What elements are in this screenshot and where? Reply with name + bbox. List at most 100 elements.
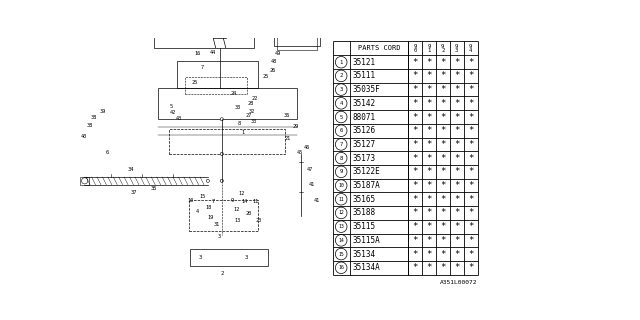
Text: *: * [454,181,460,190]
Bar [177,61,259,88]
Text: 40: 40 [81,134,87,140]
Text: 9
4: 9 4 [469,44,472,53]
Bar [274,8,320,46]
Text: 18: 18 [205,205,212,210]
Text: *: * [440,71,445,80]
Text: 9: 9 [340,169,343,174]
Text: *: * [440,195,445,204]
Text: 3: 3 [340,87,343,92]
Text: 41: 41 [313,197,319,203]
Text: 10: 10 [188,197,194,203]
Text: 12: 12 [238,191,244,196]
Text: 3: 3 [198,255,202,260]
Text: *: * [454,113,460,122]
Text: *: * [412,208,417,218]
Text: *: * [468,167,474,176]
Text: *: * [454,222,460,231]
Text: *: * [440,208,445,218]
Bar [277,21,317,50]
Text: 36: 36 [284,113,290,118]
Text: 6: 6 [106,150,109,155]
Text: *: * [468,58,474,67]
Circle shape [220,152,223,156]
Text: *: * [468,85,474,94]
Text: 23: 23 [255,218,261,223]
Text: 5: 5 [340,115,343,119]
Text: *: * [454,99,460,108]
Text: 9
0: 9 0 [413,44,417,53]
Text: 43: 43 [175,116,182,121]
Text: *: * [412,71,417,80]
Text: *: * [440,250,445,259]
Text: *: * [426,167,431,176]
Text: *: * [426,263,431,272]
Text: 2: 2 [340,73,343,78]
Text: 10: 10 [339,183,344,188]
Bar [169,129,285,154]
Text: *: * [412,85,417,94]
Text: 20: 20 [245,211,252,216]
Text: *: * [454,195,460,204]
Text: 88071: 88071 [352,113,375,122]
Text: *: * [426,126,431,135]
Text: *: * [412,195,417,204]
Text: 39: 39 [100,109,106,114]
Text: 35121: 35121 [352,58,375,67]
Text: *: * [468,140,474,149]
Text: 13: 13 [234,218,241,223]
Text: 3: 3 [218,234,221,239]
Circle shape [220,179,223,182]
Bar [154,5,254,48]
Text: *: * [454,208,460,218]
Text: 1: 1 [340,60,343,65]
Text: *: * [440,181,445,190]
Text: *: * [426,140,431,149]
Text: 13: 13 [339,224,344,229]
Text: *: * [454,167,460,176]
Text: 42: 42 [170,110,176,115]
Text: 35115: 35115 [352,222,375,231]
Text: *: * [426,181,431,190]
Text: 6: 6 [340,128,343,133]
Text: *: * [468,113,474,122]
Text: 35165: 35165 [352,195,375,204]
Text: *: * [440,113,445,122]
Text: 1: 1 [241,130,244,135]
Text: 11: 11 [339,197,344,202]
Text: 45: 45 [297,150,303,155]
Text: 31: 31 [214,222,220,227]
Text: 46: 46 [304,145,310,150]
Text: *: * [440,167,445,176]
Text: *: * [426,99,431,108]
Text: *: * [468,222,474,231]
Text: PARTS CORD: PARTS CORD [358,45,400,52]
Text: 35115A: 35115A [352,236,380,245]
Text: 8: 8 [340,156,343,161]
Text: 35173: 35173 [352,154,375,163]
Text: 15: 15 [339,252,344,257]
Text: 35134: 35134 [352,250,375,259]
Circle shape [220,118,223,121]
Text: 4: 4 [340,101,343,106]
Text: 16: 16 [195,51,201,56]
Text: 4: 4 [196,209,200,214]
Text: 25: 25 [191,80,198,85]
Text: 29: 29 [292,124,299,130]
Bar [189,200,259,231]
Text: 9
2: 9 2 [441,44,444,53]
Text: *: * [440,154,445,163]
Text: *: * [426,58,431,67]
Circle shape [206,179,209,182]
Text: *: * [468,126,474,135]
Text: *: * [412,181,417,190]
Text: 9: 9 [231,197,234,203]
Text: *: * [440,58,445,67]
Text: 35111: 35111 [352,71,375,80]
Text: 47: 47 [307,167,312,172]
Text: 38: 38 [91,115,97,120]
Text: *: * [468,236,474,245]
Text: A351L00072: A351L00072 [440,280,477,285]
Text: *: * [412,250,417,259]
Text: *: * [440,236,445,245]
Text: *: * [454,250,460,259]
